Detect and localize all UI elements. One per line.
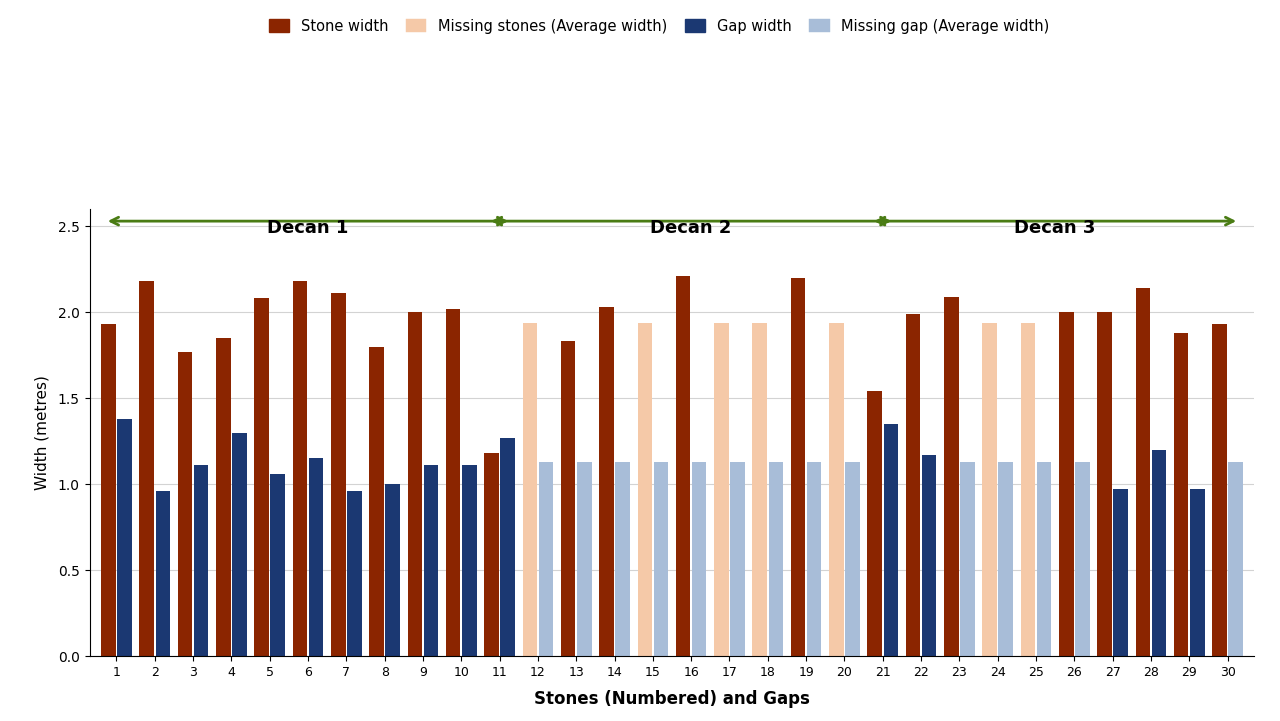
Bar: [945, 297, 959, 656]
Bar: [1174, 333, 1189, 656]
Bar: [676, 276, 690, 656]
Bar: [922, 455, 937, 656]
Bar: [385, 485, 399, 656]
Bar: [1097, 312, 1112, 656]
Bar: [1229, 462, 1243, 656]
Bar: [791, 278, 805, 656]
Bar: [539, 462, 553, 656]
Bar: [140, 281, 154, 656]
Text: Decan 1: Decan 1: [268, 218, 348, 236]
Bar: [868, 392, 882, 656]
Bar: [883, 424, 899, 656]
Bar: [692, 462, 707, 656]
Bar: [982, 322, 997, 656]
Bar: [522, 322, 538, 656]
Bar: [731, 462, 745, 656]
Bar: [577, 462, 591, 656]
Bar: [347, 491, 362, 656]
Y-axis label: Width (metres): Width (metres): [35, 375, 50, 490]
Bar: [462, 465, 476, 656]
Bar: [829, 322, 844, 656]
Bar: [1075, 462, 1089, 656]
Bar: [1020, 322, 1036, 656]
Bar: [308, 459, 324, 656]
Bar: [370, 347, 384, 656]
Bar: [193, 465, 209, 656]
Bar: [118, 419, 132, 656]
Bar: [1059, 312, 1074, 656]
Bar: [232, 433, 247, 656]
Bar: [1190, 490, 1204, 656]
Bar: [101, 324, 115, 656]
Text: Decan 3: Decan 3: [1015, 218, 1096, 236]
Bar: [637, 322, 652, 656]
Bar: [616, 462, 630, 656]
Bar: [500, 438, 515, 656]
Bar: [424, 465, 438, 656]
Bar: [178, 352, 192, 656]
Bar: [1212, 324, 1226, 656]
Bar: [332, 293, 346, 656]
Bar: [806, 462, 822, 656]
Bar: [293, 281, 307, 656]
Bar: [654, 462, 668, 656]
Bar: [998, 462, 1012, 656]
Bar: [561, 342, 576, 656]
Bar: [1135, 288, 1151, 656]
Bar: [1152, 450, 1166, 656]
Bar: [753, 322, 767, 656]
Bar: [768, 462, 783, 656]
Bar: [960, 462, 974, 656]
X-axis label: Stones (Numbered) and Gaps: Stones (Numbered) and Gaps: [534, 690, 810, 708]
Bar: [906, 314, 920, 656]
Bar: [599, 307, 614, 656]
Bar: [845, 462, 860, 656]
Bar: [255, 298, 269, 656]
Bar: [1037, 462, 1051, 656]
Bar: [714, 322, 728, 656]
Bar: [484, 454, 499, 656]
Text: Decan 2: Decan 2: [650, 218, 732, 236]
Bar: [270, 474, 285, 656]
Bar: [216, 338, 230, 656]
Bar: [155, 491, 170, 656]
Legend: Stone width, Missing stones (Average width), Gap width, Missing gap (Average wid: Stone width, Missing stones (Average wid…: [265, 14, 1053, 38]
Bar: [407, 312, 422, 656]
Bar: [445, 309, 461, 656]
Bar: [1114, 490, 1128, 656]
